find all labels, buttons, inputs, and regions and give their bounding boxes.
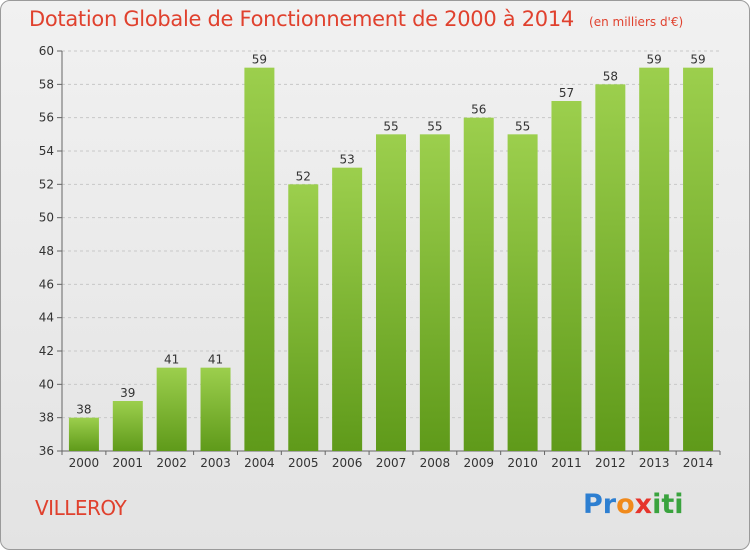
logo-part-pr: Pr [583,489,617,520]
y-tick-label: 56 [39,111,54,125]
logo-part-iti: iti [652,489,684,520]
x-tick-label-2007: 2007 [376,456,407,470]
commune-name: VILLEROY [35,496,127,520]
x-tick-label-2001: 2001 [113,456,144,470]
y-tick-label: 46 [39,277,54,291]
bar-value-label-2013: 59 [647,53,662,67]
bar-2001 [112,401,143,451]
x-tick-label-2012: 2012 [595,456,626,470]
bar-value-label-2007: 55 [383,119,398,133]
y-tick-label: 58 [39,77,54,91]
x-tick-label-2008: 2008 [420,456,451,470]
bar-2009 [463,117,494,452]
bar-2005 [288,184,319,452]
bars [68,67,714,452]
y-tick-label: 36 [39,444,54,458]
y-tick-label: 52 [39,177,54,191]
bar-value-label-2001: 39 [120,386,135,400]
y-tick-labels: 36 38 40 42 44 46 48 50 52 54 56 58 60 [39,44,54,458]
x-tick-label-2004: 2004 [244,456,275,470]
bar-value-label-2011: 57 [559,86,574,100]
x-tick-label-2009: 2009 [463,456,494,470]
bar-2008 [419,134,450,452]
bar-value-label-2004: 59 [252,53,267,67]
y-tick-label: 54 [39,144,54,158]
proxiti-logo: Proxiti [583,489,684,520]
bar-value-label-2012: 58 [603,69,618,83]
bar-2013 [639,67,670,452]
x-tick-label-2010: 2010 [507,456,538,470]
bar-2010 [507,134,538,452]
bar-value-label-2005: 52 [296,169,311,183]
y-tick-label: 42 [39,344,54,358]
bar-value-label-2006: 53 [339,153,354,167]
y-tick-label: 40 [39,377,54,391]
x-tick-label-2013: 2013 [639,456,670,470]
bar-value-label-2009: 56 [471,103,486,117]
bar-value-label-2008: 55 [427,119,442,133]
y-tick-label: 48 [39,244,54,258]
bar-2012 [595,84,626,451]
bar-2002 [156,367,187,451]
bar-value-label-2014: 59 [690,53,705,67]
x-tick-label-2014: 2014 [683,456,714,470]
bar-value-label-2000: 38 [76,403,91,417]
bar-value-label-2002: 41 [164,353,179,367]
chart-title: Dotation Globale de Fonctionnement de 20… [29,7,574,31]
bar-value-label-2010: 55 [515,119,530,133]
bar-2014 [683,67,714,452]
x-tick-labels: 2000 2001 2002 2003 2004 2005 2006 2007 2008 2009… [69,456,714,470]
y-tick-label: 44 [39,311,54,325]
bar-2000 [68,417,99,451]
logo-part-o: o [616,489,635,520]
y-tick-label: 38 [39,411,54,425]
bar-2011 [551,101,582,451]
x-tick-label-2006: 2006 [332,456,363,470]
x-tick-label-2002: 2002 [156,456,187,470]
bar-value-labels: 38 39 41 41 59 52 53 55 55 56 55 57 58 59 59 [76,53,705,417]
bar-2003 [200,367,231,451]
logo-part-x: x [634,489,653,520]
x-tick-label-2011: 2011 [551,456,582,470]
y-tick-label: 60 [39,44,54,58]
chart-title-block: Dotation Globale de Fonctionnement de 20… [29,7,683,31]
x-tick-label-2000: 2000 [69,456,100,470]
bar-2006 [332,167,363,451]
bar-2004 [244,67,275,452]
chart-unit: (en milliers d'€) [589,15,684,29]
bar-value-label-2003: 41 [208,353,223,367]
x-tick-label-2005: 2005 [288,456,319,470]
bar-2007 [376,134,406,452]
y-tick-label: 50 [39,211,54,225]
x-tick-label-2003: 2003 [200,456,231,470]
